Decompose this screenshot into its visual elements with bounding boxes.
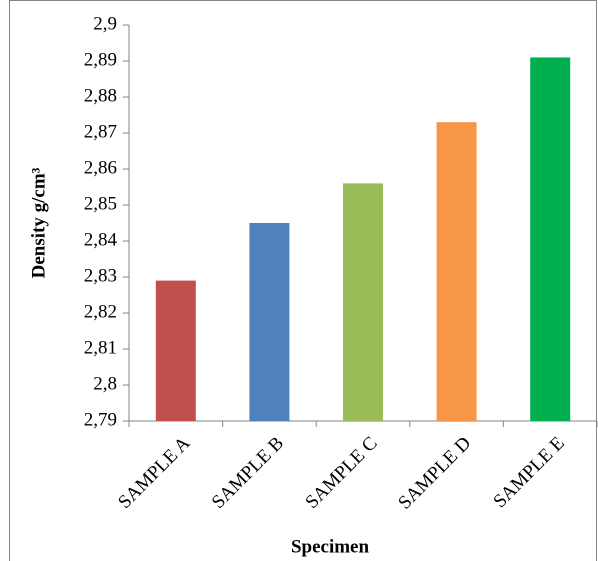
x-axis-title: Specimen	[291, 536, 370, 557]
x-tick-label: SAMPLE B	[208, 433, 288, 513]
y-tick-label: 2,87	[84, 121, 117, 142]
y-tick-label: 2,79	[84, 409, 117, 430]
bar	[436, 122, 477, 421]
y-tick-label: 2,88	[84, 85, 117, 106]
bar	[155, 280, 196, 421]
bar	[530, 57, 571, 422]
y-tick-label: 2,86	[84, 157, 117, 178]
y-tick-label: 2,8	[93, 373, 117, 394]
x-tick-label: SAMPLE C	[301, 433, 381, 513]
y-tick-label: 2,83	[84, 265, 117, 286]
y-tick-label: 2,85	[84, 193, 117, 214]
x-tick-label: SAMPLE A	[114, 433, 194, 513]
y-axis-title: Density g/cm³	[28, 167, 49, 278]
bar	[343, 183, 383, 421]
y-tick-label: 2,9	[93, 13, 117, 34]
y-tick-label: 2,84	[84, 229, 118, 250]
chart-frame	[9, 0, 597, 561]
y-tick-label: 2,89	[84, 49, 117, 70]
bar	[249, 223, 290, 421]
y-tick-label: 2,82	[84, 301, 117, 322]
y-tick-label: 2,81	[84, 337, 117, 358]
x-tick-label: SAMPLE E	[489, 433, 568, 512]
x-tick-label: SAMPLE D	[394, 433, 475, 514]
